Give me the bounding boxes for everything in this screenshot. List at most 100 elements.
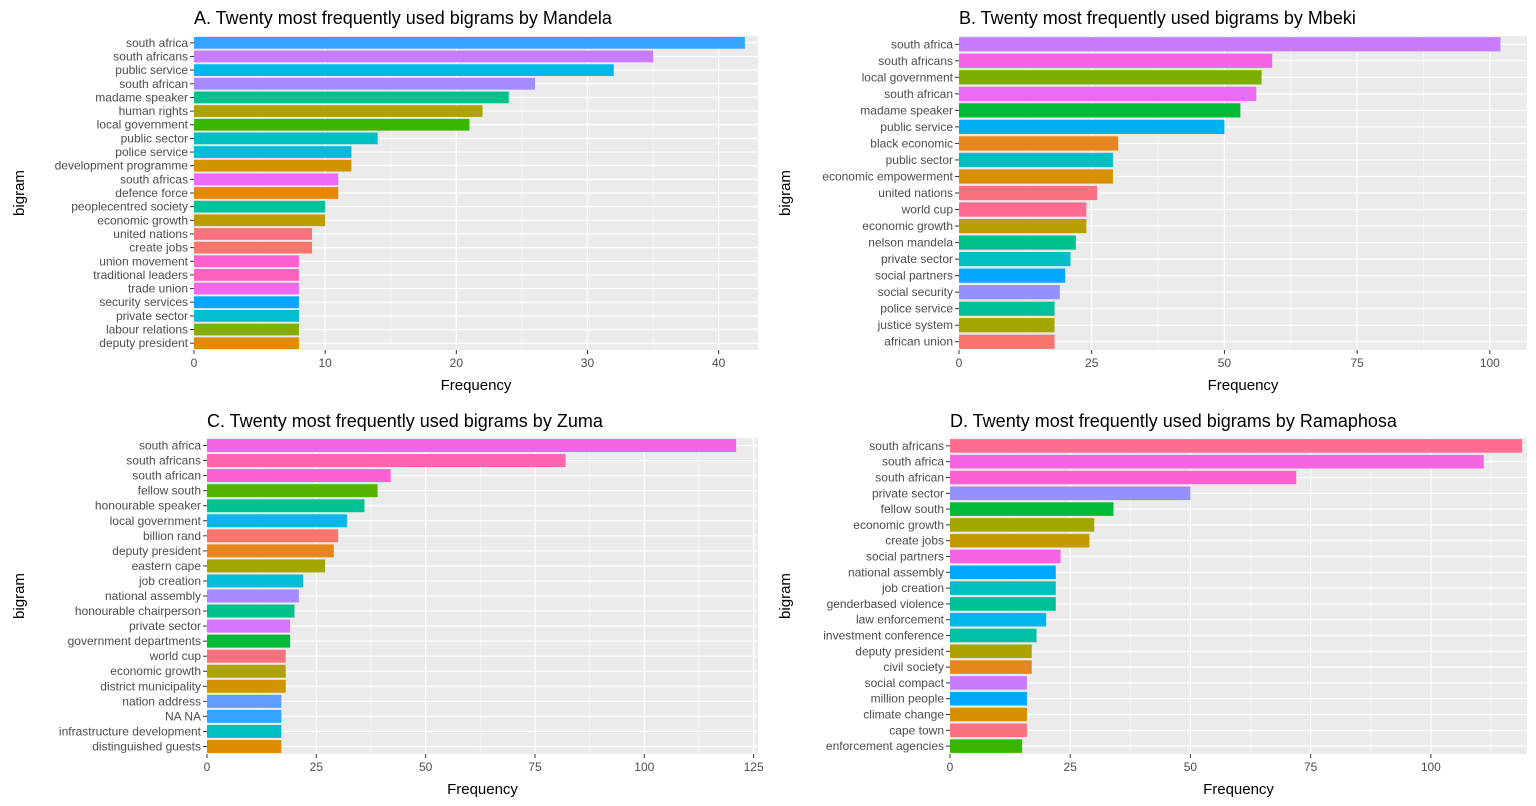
bar-public-service — [194, 64, 614, 77]
bar-madame-speaker — [959, 103, 1241, 118]
bar-climate-change — [950, 707, 1027, 722]
category-label: economic growth — [862, 219, 953, 233]
category-label: nelson mandela — [868, 236, 953, 250]
y-axis-title: bigram — [777, 573, 794, 619]
bar-trade-union — [194, 282, 299, 295]
category-label: labour relations — [106, 323, 188, 337]
bar-deputy-president — [207, 544, 334, 558]
bar-honourable-chairperson — [207, 604, 295, 618]
category-label: black economic — [870, 136, 953, 150]
category-label: private sector — [881, 252, 953, 266]
bar-public-sector — [194, 132, 378, 145]
category-label: african union — [884, 335, 953, 349]
category-label: world cup — [149, 649, 202, 663]
bar-genderbased-violence — [950, 597, 1056, 611]
bar-human-rights — [194, 105, 483, 117]
category-label: united nations — [878, 186, 953, 200]
bar-united-nations — [959, 185, 1098, 201]
bar-local-government — [194, 118, 470, 131]
x-tick-label: 25 — [1064, 760, 1078, 774]
bar-distinguished-guests — [207, 740, 282, 753]
category-label: peoplecentred society — [71, 200, 188, 214]
category-label: investment conference — [823, 629, 944, 643]
category-label: NA NA — [165, 709, 201, 723]
bar-south-africans — [194, 50, 654, 63]
category-label: cape town — [889, 723, 944, 737]
category-label: economic growth — [110, 664, 201, 678]
bar-national-assembly — [207, 589, 299, 603]
bar-government-departments — [207, 634, 291, 648]
category-label: united nations — [113, 227, 188, 241]
bar-economic-growth — [950, 518, 1095, 532]
bar-fellow-south — [207, 484, 378, 498]
chart-title: B. Twenty most frequently used bigrams b… — [959, 8, 1356, 28]
category-label: economic growth — [853, 518, 944, 532]
y-axis-title: bigram — [11, 573, 28, 619]
bar-social-partners — [950, 549, 1061, 564]
category-label: national assembly — [848, 565, 944, 579]
x-tick-label: 75 — [528, 760, 542, 774]
bar-national-assembly — [950, 565, 1056, 580]
chart-title: A. Twenty most frequently used bigrams b… — [194, 8, 613, 28]
category-label: economic growth — [97, 213, 188, 227]
chart-title: D. Twenty most frequently used bigrams b… — [950, 411, 1398, 431]
category-label: climate change — [863, 708, 944, 722]
bar-social-compact — [950, 676, 1027, 690]
x-tick-label: 125 — [744, 760, 764, 774]
bar-south-african — [207, 469, 391, 483]
category-label: billion rand — [143, 529, 201, 543]
category-label: public service — [115, 63, 188, 77]
category-label: private sector — [872, 486, 944, 500]
x-tick-label: 40 — [712, 356, 726, 370]
category-label: south africas — [120, 172, 188, 186]
bar-deputy-president — [194, 337, 299, 350]
category-label: south africa — [891, 37, 953, 51]
x-tick-label: 10 — [318, 356, 332, 370]
bar-million-people — [950, 691, 1027, 706]
category-label: create jobs — [129, 241, 188, 255]
bar-south-africas — [194, 173, 339, 186]
category-label: honourable chairperson — [75, 604, 201, 618]
category-label: create jobs — [885, 534, 944, 548]
bar-union-movement — [194, 255, 299, 268]
category-label: enforcement agencies — [826, 739, 944, 753]
category-label: traditional leaders — [93, 268, 188, 282]
bar-south-africans — [207, 454, 566, 468]
x-axis-title: Frequency — [447, 781, 518, 798]
category-label: south africans — [878, 54, 953, 68]
bar-job-creation — [950, 581, 1056, 595]
x-axis-title: Frequency — [1208, 377, 1279, 394]
bar-economic-empowerment — [959, 169, 1113, 184]
bar-cape-town — [950, 723, 1027, 738]
category-label: national assembly — [105, 589, 201, 603]
bar-defence-force — [194, 187, 339, 199]
bar-social-security — [959, 285, 1060, 300]
y-axis-title: bigram — [11, 170, 28, 216]
category-label: local government — [862, 70, 954, 84]
y-axis-title: bigram — [777, 170, 794, 216]
category-label: social partners — [866, 550, 944, 564]
category-label: economic empowerment — [822, 169, 953, 183]
category-label: security services — [99, 295, 188, 309]
bar-black-economic — [959, 136, 1119, 151]
x-tick-label: 100 — [1421, 760, 1441, 774]
bar-economic-growth — [194, 214, 326, 227]
bar-police-service — [194, 146, 352, 158]
category-label: private sector — [129, 619, 201, 633]
category-label: job creation — [881, 581, 944, 595]
category-label: social security — [878, 285, 953, 299]
category-label: south africa — [126, 36, 188, 50]
bar-development-programme — [194, 159, 352, 172]
category-label: law enforcement — [856, 613, 945, 627]
panel-background — [950, 438, 1527, 754]
bar-private-sector — [950, 486, 1191, 501]
category-label: madame speaker — [95, 90, 188, 104]
category-label: public service — [880, 120, 953, 134]
category-label: police service — [880, 302, 953, 316]
bar-economic-growth — [959, 218, 1087, 234]
x-tick-label: 100 — [1480, 356, 1500, 370]
bar-public-sector — [959, 152, 1113, 168]
category-label: south african — [119, 77, 188, 91]
